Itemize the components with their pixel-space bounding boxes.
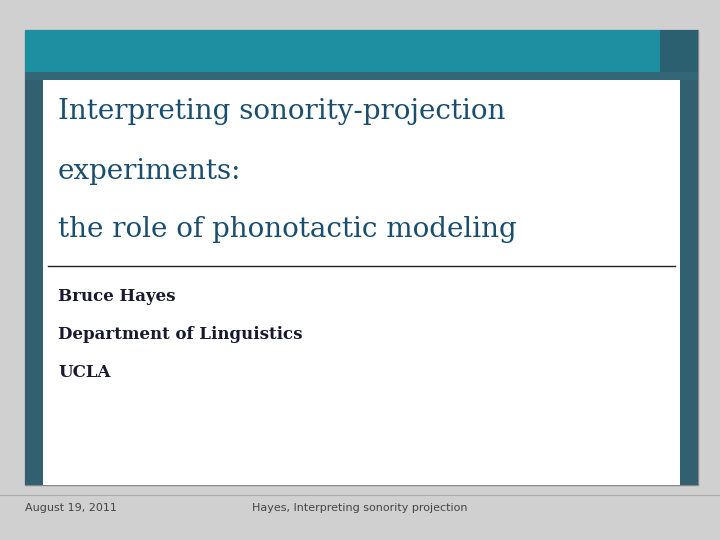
Text: Hayes, Interpreting sonority projection: Hayes, Interpreting sonority projection (252, 503, 468, 513)
Bar (25, 30, 698, 485)
Text: the role of phonotactic modeling: the role of phonotactic modeling (58, 216, 517, 243)
Text: Department of Linguistics: Department of Linguistics (58, 326, 302, 343)
Text: August 19, 2011: August 19, 2011 (25, 503, 117, 513)
Text: Interpreting sonority-projection: Interpreting sonority-projection (58, 98, 505, 125)
Text: experiments:: experiments: (58, 158, 241, 185)
Bar (43, 80, 680, 485)
Text: UCLA: UCLA (58, 364, 110, 381)
Bar (25, 80, 43, 485)
Bar (25, 30, 660, 72)
Bar (680, 80, 698, 485)
Text: Bruce Hayes: Bruce Hayes (58, 288, 176, 305)
Bar (25, 72, 698, 80)
Bar (660, 30, 698, 72)
